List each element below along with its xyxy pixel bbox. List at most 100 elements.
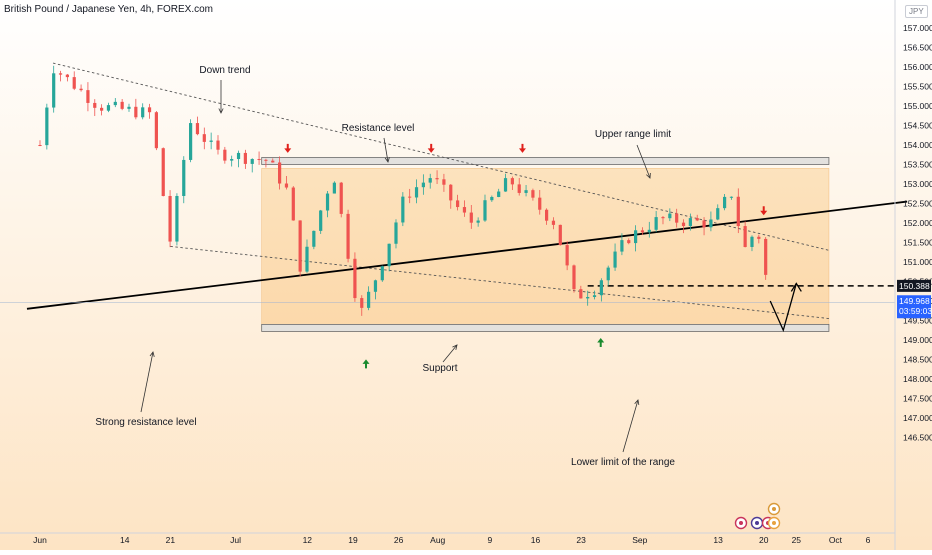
candle-body bbox=[483, 200, 487, 221]
candle-body bbox=[332, 182, 336, 194]
candle-body bbox=[120, 101, 124, 109]
annotation-arrowhead bbox=[646, 172, 651, 179]
price-tick-label: 149.500 bbox=[903, 316, 932, 326]
candle-body bbox=[476, 220, 480, 223]
price-tick-label: 155.000 bbox=[903, 101, 932, 111]
candle-body bbox=[524, 190, 528, 193]
lower-dotted-line-line bbox=[170, 245, 829, 319]
annotation-arrow bbox=[140, 351, 154, 413]
candle-body bbox=[654, 217, 658, 230]
candle-body bbox=[757, 236, 761, 239]
candle-body bbox=[86, 90, 90, 103]
candle-body bbox=[134, 106, 138, 118]
candle-body bbox=[599, 280, 603, 296]
candle-body bbox=[223, 149, 227, 161]
candle-body bbox=[729, 196, 734, 198]
candle-body bbox=[681, 222, 686, 227]
candle-body bbox=[661, 217, 665, 219]
countdown-label: 03:59:03 bbox=[899, 306, 932, 316]
down-arrow-marker bbox=[760, 206, 768, 216]
candle-body bbox=[764, 238, 768, 275]
price-tick-label: 146.500 bbox=[903, 433, 932, 443]
price-tick-label: 153.000 bbox=[903, 179, 932, 189]
time-tick-label: 14 bbox=[120, 535, 130, 545]
event-icon-dot bbox=[755, 521, 759, 525]
candle-body bbox=[45, 107, 49, 146]
annotation-label: Strong resistance level bbox=[95, 417, 196, 428]
candle-body bbox=[606, 267, 610, 281]
price-tick-label: 152.500 bbox=[903, 199, 932, 209]
symbol-title: British Pound / Japanese Yen, 4h, FOREX.… bbox=[4, 4, 214, 15]
candle-body bbox=[640, 230, 645, 233]
candle-body bbox=[723, 196, 727, 209]
currency-badge[interactable]: JPY bbox=[905, 5, 928, 18]
candle-body bbox=[634, 230, 638, 244]
price-tick-label: 156.500 bbox=[903, 43, 932, 53]
candle-body bbox=[100, 107, 104, 111]
candle-body bbox=[545, 209, 549, 221]
candle-body bbox=[154, 112, 158, 149]
candle-body bbox=[284, 183, 289, 188]
candle-body bbox=[106, 105, 111, 111]
candle-body bbox=[360, 298, 364, 308]
candle-body bbox=[750, 236, 754, 247]
event-icon-dot bbox=[772, 521, 776, 525]
annotation-arrowhead bbox=[149, 351, 155, 357]
time-tick-label: 13 bbox=[713, 535, 723, 545]
annotation-arrowhead bbox=[218, 108, 224, 114]
candle-body bbox=[298, 220, 302, 272]
down-arrow-marker bbox=[284, 143, 292, 153]
annotation-arrow bbox=[383, 137, 389, 163]
candle-body bbox=[538, 197, 542, 210]
candle-body bbox=[175, 195, 179, 242]
candle-body bbox=[572, 265, 576, 290]
candle-body bbox=[743, 226, 747, 247]
annotation-label: Lower limit of the range bbox=[571, 457, 675, 468]
up-arrow-marker bbox=[362, 359, 370, 369]
projection-path bbox=[769, 283, 797, 333]
price-tick-label: 157.000 bbox=[903, 23, 932, 33]
price-tick-label: 156.000 bbox=[903, 62, 932, 72]
candle-body bbox=[613, 251, 617, 268]
annotation-label: Resistance level bbox=[342, 123, 415, 134]
time-tick-label: Sep bbox=[632, 535, 647, 545]
candle-body bbox=[209, 140, 213, 142]
candle-body bbox=[428, 178, 432, 183]
candle-body bbox=[353, 258, 357, 299]
candle-body bbox=[127, 106, 131, 109]
candle-body bbox=[435, 178, 439, 180]
candle-body bbox=[93, 102, 97, 108]
candle-body bbox=[675, 213, 679, 223]
candle-body bbox=[531, 190, 535, 198]
time-tick-label: Aug bbox=[430, 535, 445, 545]
annotation-label: Support bbox=[422, 363, 457, 374]
price-tick-label: 152.000 bbox=[903, 218, 932, 228]
candle-body bbox=[449, 184, 453, 201]
annotation-arrowhead bbox=[452, 344, 458, 350]
candle-body bbox=[305, 246, 309, 272]
annotation-arrowhead bbox=[384, 157, 390, 163]
candle-body bbox=[462, 207, 467, 213]
candle-body bbox=[668, 213, 672, 219]
candle-body bbox=[236, 152, 241, 160]
candle-body bbox=[250, 159, 254, 164]
lower-range-limit-bar bbox=[261, 323, 830, 332]
annotation-arrow bbox=[622, 399, 639, 453]
time-tick-label: 9 bbox=[488, 535, 493, 545]
candle-body bbox=[147, 107, 152, 113]
candle-body bbox=[456, 200, 460, 208]
candle-body bbox=[216, 140, 220, 150]
down-trend-line bbox=[52, 62, 830, 251]
price-tick-label: 153.500 bbox=[903, 160, 932, 170]
candle-body bbox=[257, 159, 261, 161]
candle-body bbox=[586, 296, 590, 299]
candle-body bbox=[579, 289, 583, 299]
event-icon-dot bbox=[772, 507, 776, 511]
candle-body bbox=[620, 240, 624, 252]
candle-body bbox=[401, 196, 405, 223]
candle-body bbox=[688, 218, 692, 227]
candle-body bbox=[716, 208, 720, 220]
time-tick-label: Jun bbox=[33, 535, 47, 545]
